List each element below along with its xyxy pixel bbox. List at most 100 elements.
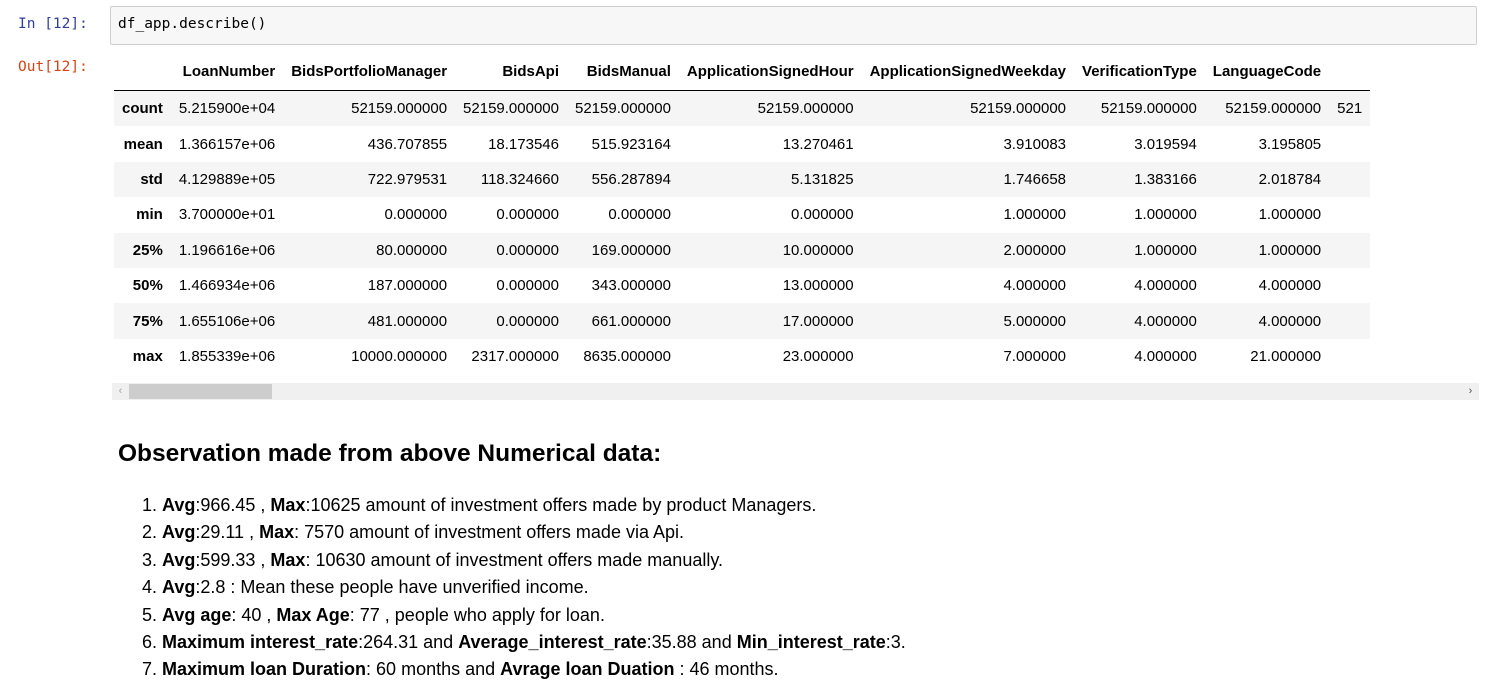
bold-text: Max Age [276,604,350,625]
bold-text: Maximum interest_rate [162,632,359,653]
list-item: 7. Maximum loan Duration: 60 months and … [118,656,906,683]
table-cell: 0.000000 [791,206,854,224]
table-cell: 7.000000 [1003,347,1067,365]
table-row: 25% 1.196616e+06 80.000000 0.000000 169.0000… [114,232,1371,268]
column-header: BidsPortfolioManager [283,53,456,91]
input-prompt: In [12]: [18,16,88,32]
table-row: count 5.215900e+04 52159.000000 52159.00000… [114,90,1371,127]
row-label: min [136,206,163,224]
text-span: :264.31 and [358,632,459,653]
scroll-left-arrow-icon[interactable]: ‹ [118,385,123,397]
horizontal-scrollbar[interactable]: ‹ › [112,383,1479,400]
table-cell: 169.000000 [591,241,671,259]
row-label: count [122,100,163,118]
output-prompt: Out[12]: [18,59,88,75]
table-cell: 1.855339e+06 [178,347,276,365]
bold-text: Avg [162,522,196,543]
table-cell: 10000.000000 [351,347,448,365]
column-header: ApplicationSignedWeekday [861,53,1075,91]
column-header: BidsManual [566,53,679,91]
row-label: 75% [132,312,163,330]
text-span: :35.88 and [646,632,737,653]
table-cell: 0.000000 [384,206,448,224]
bold-text: Max [259,522,295,543]
text-span: :966.45 , [195,495,271,515]
table-cell: 1.000000 [1003,206,1067,224]
column-header: VerificationType [1074,53,1205,91]
table-cell: 5.000000 [1003,312,1067,330]
list-item: 4. Avg:2.8 : Mean these people have unve… [118,574,906,601]
table-cell: 0.000000 [608,206,671,224]
table-cell: 0.000000 [496,312,559,330]
table-cell: 5.215900e+04 [178,100,276,118]
list-item-number: 1. [141,495,157,515]
scrollbar-thumb[interactable] [129,384,272,399]
observation-list: 1. Avg :966.45 , Max :10625 amount of inve… [118,492,906,684]
table-cell: 3.910083 [1003,135,1067,153]
table-cell: 4.000000 [1134,277,1197,295]
list-item-number: 4. [141,577,157,598]
clipped-cell: 521 [1337,100,1363,118]
describe-table: LoanNumber BidsPortfolioManager BidsApi Bid… [114,53,1371,375]
text-span: :29.11 , [195,522,260,543]
table-cell: 13.270461 [782,135,854,153]
table-cell: 1.655106e+06 [178,312,276,330]
scroll-right-arrow-icon[interactable]: › [1468,385,1473,397]
table-row: mean 1.366157e+06 436.707855 18.173546 515.9… [114,126,1371,162]
list-item: 3. Avg:599.33 , Max: 10630 amount of inv… [118,547,906,574]
clipped-cell [1329,339,1370,374]
table-cell: 1.746658 [1003,170,1067,188]
table-cell: 1.000000 [1258,206,1322,224]
table-cell: 80.000000 [376,241,448,259]
code-text[interactable]: df_app.describe() [118,16,267,32]
table-cell: 1.366157e+06 [178,135,276,153]
text-span: : 7570 amount of investment offers made … [294,522,684,543]
table-cell: 343.000000 [591,277,671,295]
code-cell-input[interactable]: df_app.describe() [110,6,1477,45]
text-span: :10625 amount of investment offers made … [305,495,817,515]
table-cell: 4.000000 [1258,312,1322,330]
table-cell: 52159.000000 [970,100,1067,118]
table-cell: 52159.000000 [574,100,671,118]
table-cell: 52159.000000 [351,100,448,118]
table-cell: 1.000000 [1134,241,1197,259]
table-cell: 436.707855 [367,135,448,153]
text-span: :2.8 : Mean these people have unverified… [195,577,589,598]
table-cell: 4.000000 [1003,277,1067,295]
table-cell: 3.195805 [1258,135,1322,153]
table-cell: 0.000000 [496,241,559,259]
table-cell: 2317.000000 [471,347,559,365]
table-cell: 0.000000 [496,277,559,295]
list-item: 2. Avg:29.11 , Max: 7570 amount of inves… [118,519,906,546]
table-cell: 1.000000 [1134,206,1197,224]
table-cell: 52159.000000 [1225,100,1322,118]
table-cell: 8635.000000 [583,347,671,365]
text-span: : 77 , people who apply for loan. [349,604,605,625]
table-cell: 4.000000 [1134,312,1197,330]
table-cell: 481.000000 [367,312,448,330]
table-cell: 556.287894 [591,170,671,188]
table-cell: 21.000000 [1250,347,1322,365]
clipped-column-header [1329,53,1371,91]
list-item: 1. Avg:966.45 , Max:10625 amount of inve… [118,492,906,519]
clipped-cell [1329,162,1370,197]
column-header: ApplicationSignedHour [678,53,862,91]
text-span: : 10630 amount of investment offers made… [305,549,724,570]
table-cell: 1.000000 [1258,241,1322,259]
table-cell: 2.000000 [1003,241,1067,259]
table-cell: 3.700000e+01 [178,206,276,224]
table-row: max 1.855339e+06 10000.000000 2317.000000 86… [114,338,1371,375]
list-item: 6. Maximum interest_rate:264.31 and Aver… [118,629,906,656]
row-label: 25% [132,241,163,259]
list-item-number: 2. [141,522,157,543]
table-cell: 1.383166 [1134,170,1197,188]
table-cell: 0.000000 [496,206,559,224]
text-span: : 46 months. [674,659,779,680]
markdown-cell: Observation made from above Numerical da… [118,440,1418,679]
observation-heading: Observation made from above Numerical da… [118,440,662,467]
table-cell: 17.000000 [782,312,854,330]
bold-text: Max [270,549,306,570]
bold-text: Maximum loan Duration [162,659,367,680]
bold-text: Average_interest_rate [458,632,647,653]
table-cell: 4.000000 [1134,347,1197,365]
